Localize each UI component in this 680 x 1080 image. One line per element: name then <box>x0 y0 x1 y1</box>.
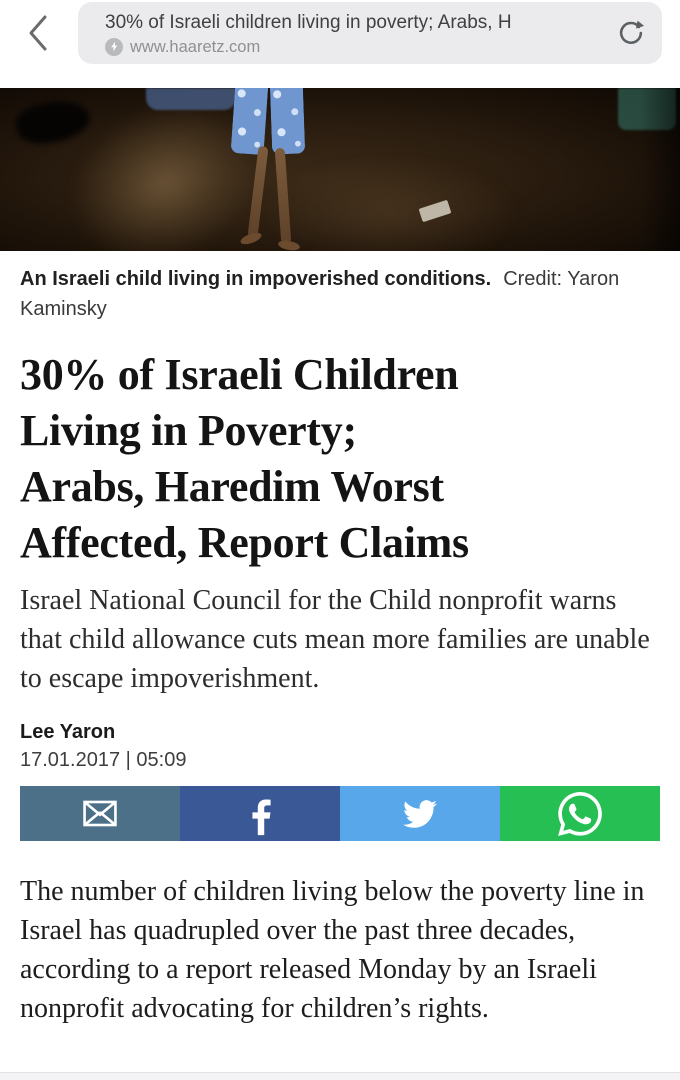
article-paragraph: The number of children living below the … <box>20 876 645 1024</box>
share-whatsapp-button[interactable] <box>500 786 660 841</box>
caption-text: An Israeli child living in impoverished … <box>20 268 492 290</box>
reload-button[interactable] <box>600 2 662 64</box>
url-bar[interactable]: 30% of Israeli children living in povert… <box>78 2 662 64</box>
share-email-button[interactable] <box>20 786 180 841</box>
page-domain: www.haaretz.com <box>130 37 261 56</box>
photo-child-pants <box>230 88 307 156</box>
headline: 30% of Israeli Children Living in Povert… <box>20 347 660 571</box>
headline-line: Affected, Report Claims <box>20 518 469 567</box>
photo-caption: An Israeli child living in impoverished … <box>20 264 660 324</box>
url-bar-text: 30% of Israeli children living in povert… <box>78 8 600 58</box>
headline-line: Arabs, Haredim Worst <box>20 462 444 511</box>
reload-icon <box>619 20 645 44</box>
subhead: Israel National Council for the Child no… <box>20 585 650 694</box>
whatsapp-icon <box>558 791 602 836</box>
facebook-icon <box>252 799 271 835</box>
share-buttons-row <box>20 786 660 841</box>
envelope-icon <box>83 800 117 827</box>
article-photo <box>0 88 680 251</box>
back-button[interactable] <box>18 10 58 56</box>
headline-line: 30% of Israeli Children <box>20 350 459 399</box>
photo-floor-glare-2 <box>260 158 520 251</box>
publish-datetime: 17.01.2017 | 05:09 <box>20 749 187 771</box>
amp-icon <box>105 37 123 56</box>
browser-toolbar: 30% of Israeli children living in povert… <box>0 0 680 88</box>
share-facebook-button[interactable] <box>180 786 340 841</box>
headline-line: Living in Poverty; <box>20 406 357 455</box>
page-title: 30% of Israeli children living in povert… <box>105 11 512 33</box>
author-byline[interactable]: Lee Yaron <box>20 721 116 743</box>
photo-blue-basin <box>146 88 236 110</box>
twitter-icon <box>403 799 437 828</box>
title-fade-overlay <box>520 8 600 58</box>
photo-right-shadow <box>640 88 680 251</box>
back-chevron-icon <box>29 15 47 51</box>
next-section-divider <box>0 1072 680 1080</box>
share-twitter-button[interactable] <box>340 786 500 841</box>
caption-credit: Credit: Yaron Kaminsky <box>20 268 620 320</box>
